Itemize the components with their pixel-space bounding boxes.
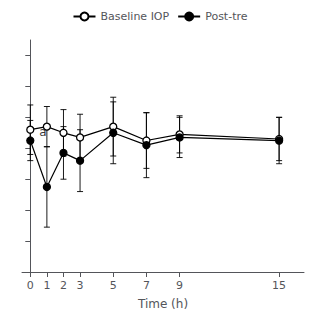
svg-text:7: 7: [143, 279, 150, 292]
svg-text:Baseline IOP: Baseline IOP: [100, 10, 169, 23]
svg-text:9: 9: [176, 279, 183, 292]
svg-text:Time (h): Time (h): [137, 297, 188, 311]
svg-text:Post-tre: Post-tre: [205, 10, 248, 23]
svg-text:0: 0: [27, 279, 34, 292]
svg-text:2: 2: [60, 279, 67, 292]
svg-text:5: 5: [110, 279, 117, 292]
svg-text:1: 1: [43, 279, 50, 292]
svg-text:a: a: [39, 125, 46, 139]
svg-text:3: 3: [77, 279, 84, 292]
svg-text:15: 15: [272, 279, 286, 292]
